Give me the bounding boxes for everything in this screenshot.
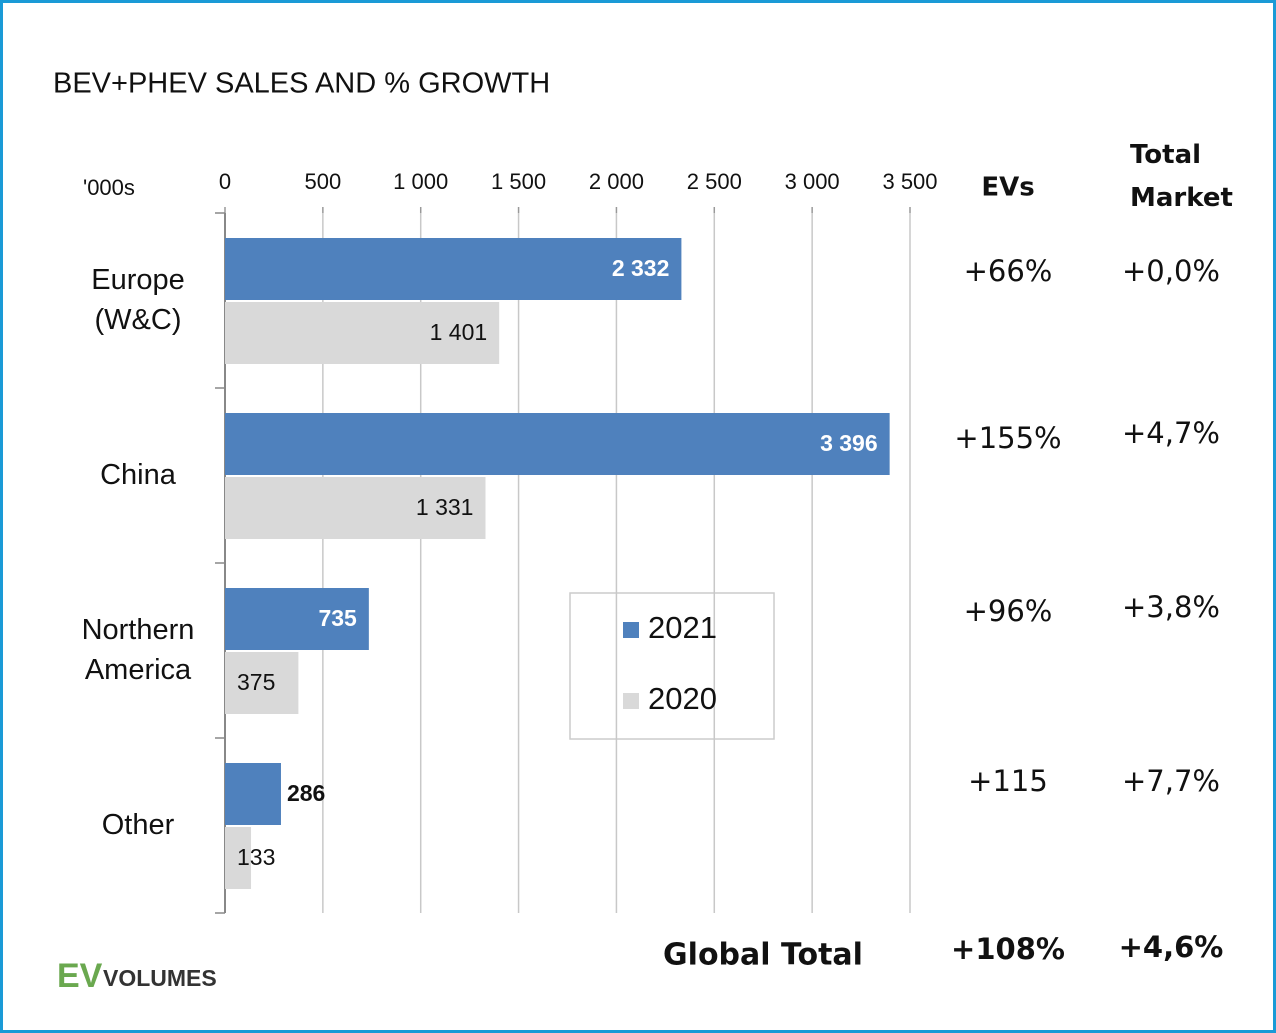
x-tick-label: 3 500 <box>882 169 937 194</box>
market-growth: +7,7% <box>1122 764 1220 798</box>
bar <box>225 302 500 364</box>
ev-growth-header: EVs <box>981 173 1034 203</box>
market-growth: +0,0% <box>1122 254 1220 288</box>
bar <box>225 763 281 825</box>
bar <box>225 477 486 539</box>
x-tick-label: 2 500 <box>687 169 742 194</box>
logo-ev: EV <box>57 957 103 995</box>
value-label: 1 401 <box>430 319 488 345</box>
global-market-growth: +4,6% <box>1119 930 1224 964</box>
logo-volumes: VOLUMES <box>103 965 217 991</box>
value-label: 1 331 <box>416 494 474 520</box>
legend-swatch <box>623 622 639 638</box>
category-label: China <box>100 459 176 491</box>
category-label: Northern America <box>81 614 195 686</box>
value-label: 735 <box>318 605 357 631</box>
legend-box <box>569 592 775 740</box>
bar <box>225 652 299 714</box>
ev-growth: +155% <box>954 421 1061 455</box>
x-tick-label: 500 <box>304 169 341 194</box>
chart: BEV+PHEV SALES AND % GROWTH '000s EVs Gl… <box>53 68 1224 995</box>
x-tick-label: 0 <box>219 169 231 194</box>
x-tick-label: 2 000 <box>589 169 644 194</box>
x-tick-label: 1 000 <box>393 169 448 194</box>
legend-label: 2021 <box>648 610 717 645</box>
category-label: Europe (W&C) <box>91 264 185 336</box>
global-total-label: Global Total <box>663 938 863 973</box>
ev-growth: +66% <box>964 254 1053 288</box>
market-growth-header: Total Market <box>1130 140 1233 213</box>
market-growth: +4,7% <box>1122 416 1220 450</box>
x-tick-label: 3 000 <box>785 169 840 194</box>
chart-title: BEV+PHEV SALES AND % GROWTH <box>53 68 550 100</box>
ev-growth: +115 <box>968 764 1048 798</box>
global-ev-growth: +108% <box>951 932 1065 966</box>
unit-label: '000s <box>83 175 135 200</box>
ev-growth: +96% <box>964 594 1053 628</box>
value-label: 286 <box>287 780 325 806</box>
legend-label: 2020 <box>648 681 717 716</box>
legend-swatch <box>623 693 639 709</box>
category-label: Other <box>101 809 175 841</box>
bar <box>225 413 890 475</box>
value-label: 375 <box>237 669 275 695</box>
x-tick-label: 1 500 <box>491 169 546 194</box>
value-label: 3 396 <box>820 430 878 456</box>
bar <box>225 588 369 650</box>
value-label: 133 <box>237 844 275 870</box>
bar <box>225 238 682 300</box>
market-growth: +3,8% <box>1122 590 1220 624</box>
value-label: 2 332 <box>612 255 670 281</box>
bar <box>225 827 252 889</box>
